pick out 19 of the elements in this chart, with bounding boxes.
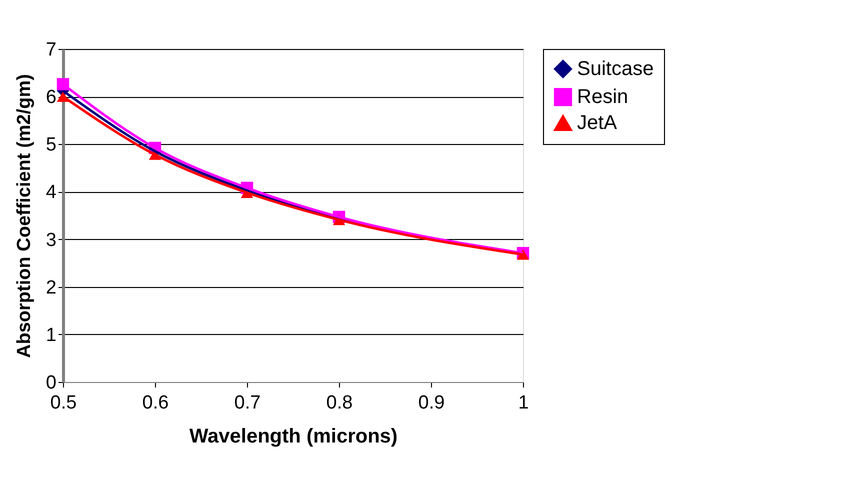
y-axis-title: Absorption Coefficient (m2/gm): [14, 74, 35, 358]
legend-label: JetA: [577, 112, 618, 134]
y-tick-label: 4: [46, 182, 57, 204]
y-tick-label: 2: [46, 277, 56, 298]
x-tick-label: 0.9: [418, 392, 445, 414]
y-tick-label: 5: [46, 134, 56, 156]
x-tick-label: 0.6: [142, 392, 169, 414]
legend-label: Resin: [577, 86, 628, 108]
y-tick-label: 7: [46, 40, 56, 60]
y-tick-label: 1: [46, 324, 56, 346]
legend-label: Suitcase: [577, 58, 654, 80]
x-axis-title: Wavelength (microns): [189, 426, 398, 448]
y-tick-label: 6: [46, 87, 56, 108]
y-tick-label: 0: [46, 372, 56, 394]
x-tick-label: 1: [518, 392, 529, 414]
x-tick-label: 0.5: [50, 392, 77, 414]
x-tick-label: 0.7: [234, 392, 261, 414]
x-tick-label: 0.8: [326, 392, 353, 414]
y-tick-label: 3: [46, 230, 56, 251]
